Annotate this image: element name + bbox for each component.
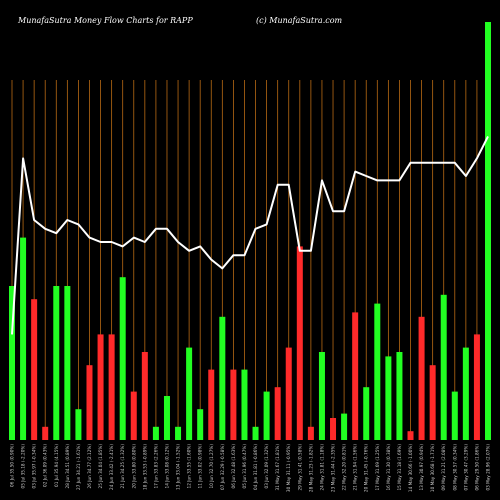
bar: [186, 347, 193, 440]
x-tick-label: 20 May 31.45 (-0.76%): [364, 444, 369, 492]
x-tick-label: 24 Jun 33.42 (-2.41%): [109, 444, 114, 490]
bar: [108, 334, 115, 440]
bar: [296, 246, 303, 440]
bar: [42, 426, 49, 440]
watermark: (c) MunafaSutra.com: [256, 16, 343, 25]
bar: [352, 312, 359, 440]
x-tick-label: 10 Jun 32.70 (1.27%): [209, 444, 214, 489]
x-tick-label: 29 May 31.41 (0.58%): [297, 444, 302, 491]
bar: [86, 365, 93, 440]
bar: [451, 391, 458, 440]
x-tick-label: 28 May 31.23 (-1.82%): [308, 444, 313, 492]
x-tick-label: 21 May 31.94 (1.56%): [353, 444, 358, 491]
x-tick-label: 07 May 30.47 (3.29%): [463, 444, 468, 491]
bar: [341, 413, 348, 440]
bar: [374, 303, 381, 440]
x-tick-label: 13 May 30.97 (0.94%): [419, 444, 424, 491]
bar: [418, 316, 425, 440]
bar-series: [9, 22, 491, 440]
x-tick-label: 06 Jun 32.48 (1.63%): [231, 444, 236, 489]
bar: [31, 299, 38, 440]
bar: [119, 277, 126, 440]
x-tick-label: 06 Jul 35.50 (0.90%): [10, 444, 15, 487]
x-tick-label: 17 Jun 33.83 (2.26%): [153, 444, 158, 489]
bar: [197, 409, 204, 440]
x-tick-label: 01 Jul 35.94 (4.15%): [54, 444, 59, 487]
bar: [429, 365, 436, 440]
x-tick-label: 08 May 30.57 (0.34%): [452, 444, 457, 491]
x-tick-label: 23 May 31.44 (-2.35%): [331, 444, 336, 492]
bar: [385, 356, 392, 440]
x-tick-label: 03 Jul 35.97 (-0.34%): [32, 444, 37, 489]
line-series: [11, 135, 489, 335]
bar: [64, 286, 71, 440]
x-tick-label: 14 May 30.66 (-1.00%): [408, 444, 413, 492]
x-tick-label: 28 Jun 34.51 (0.89%): [65, 444, 70, 489]
bar: [141, 352, 148, 440]
x-tick-label: 13 Jun 33.04 (-1.52%): [176, 444, 181, 490]
bar: [473, 334, 480, 440]
x-tick-label: 04 Jun 31.81 (-0.86%): [253, 444, 258, 490]
x-tick-label: 31 May 31.67 (1.81%): [275, 444, 280, 491]
bar: [407, 431, 414, 440]
x-tick-label: 20 Jun 33.80 (0.80%): [131, 444, 136, 489]
bar: [274, 387, 281, 440]
x-tick-label: 30 May 31.11 (-0.95%): [286, 444, 291, 492]
x-tick-labels: 06 Jul 35.50 (0.90%) 05 Jul 35.18 (-2.20%…: [10, 444, 491, 492]
bar: [152, 426, 159, 440]
x-tick-label: 22 May 32.20 (0.81%): [342, 444, 347, 491]
x-tick-label: 07 Jun 32.29 (-0.58%): [220, 444, 225, 490]
bar: [462, 347, 469, 440]
x-tick-label: 10 May 30.68 (-1.71%): [430, 444, 435, 492]
x-tick-label: 21 Jun 34.25 (1.32%): [120, 444, 125, 489]
x-tick-label: 03 Jun 32.09 (1.32%): [264, 444, 269, 489]
x-tick-label: 03 May 28.96 (2.07%): [486, 444, 491, 491]
bar: [130, 391, 137, 440]
x-tick-label: 27 Jun 34.21 (-1.61%): [76, 444, 81, 490]
bar: [485, 22, 491, 440]
x-tick-label: 12 Jun 33.55 (1.60%): [187, 444, 192, 489]
x-tick-label: 11 Jun 33.02 (0.98%): [198, 444, 203, 489]
bar: [208, 369, 215, 440]
x-tick-label: 09 May 31.21 (2.08%): [441, 444, 446, 491]
bar: [230, 369, 237, 440]
x-tick-label: 26 Jun 34.77 (2.12%): [87, 444, 92, 489]
bar: [163, 396, 170, 440]
bar: [363, 387, 370, 440]
bar: [307, 426, 314, 440]
bar: [440, 294, 447, 440]
bar: [318, 352, 325, 440]
bar: [97, 334, 104, 440]
x-tick-label: 17 May 31.69 (1.25%): [375, 444, 380, 491]
bar: [396, 352, 403, 440]
bar: [53, 286, 60, 440]
bar: [330, 418, 337, 440]
bar: [263, 391, 270, 440]
x-tick-label: 05 Jul 35.18 (-2.20%): [21, 444, 26, 489]
bar: [252, 426, 259, 440]
bar: [20, 237, 27, 440]
money-flow-line: [11, 135, 489, 335]
x-tick-label: 16 May 31.30 (0.38%): [386, 444, 391, 491]
bar: [285, 347, 292, 440]
bar: [175, 426, 182, 440]
bar: [219, 316, 226, 440]
x-tick-label: 05 Jun 31.96 (0.47%): [242, 444, 247, 489]
chart-title: MunafaSutra Money Flow Charts for RAPP: [17, 16, 193, 25]
bar: [75, 409, 82, 440]
x-tick-label: 02 Jul 36.09 (0.43%): [43, 444, 48, 487]
x-tick-label: 18 Jun 33.53 (-0.89%): [142, 444, 147, 490]
x-tick-label: 14 Jun 33.08 (0.12%): [164, 444, 169, 489]
x-tick-label: 24 May 31.81 (1.18%): [319, 444, 324, 491]
x-tick-label: 15 May 31.18 (1.69%): [397, 444, 402, 491]
bar: [9, 286, 15, 440]
x-tick-label: 06 May 29.50 (1.86%): [474, 444, 479, 491]
bar: [241, 369, 248, 440]
x-tick-label: 25 Jun 34.04 (1.85%): [98, 444, 103, 489]
